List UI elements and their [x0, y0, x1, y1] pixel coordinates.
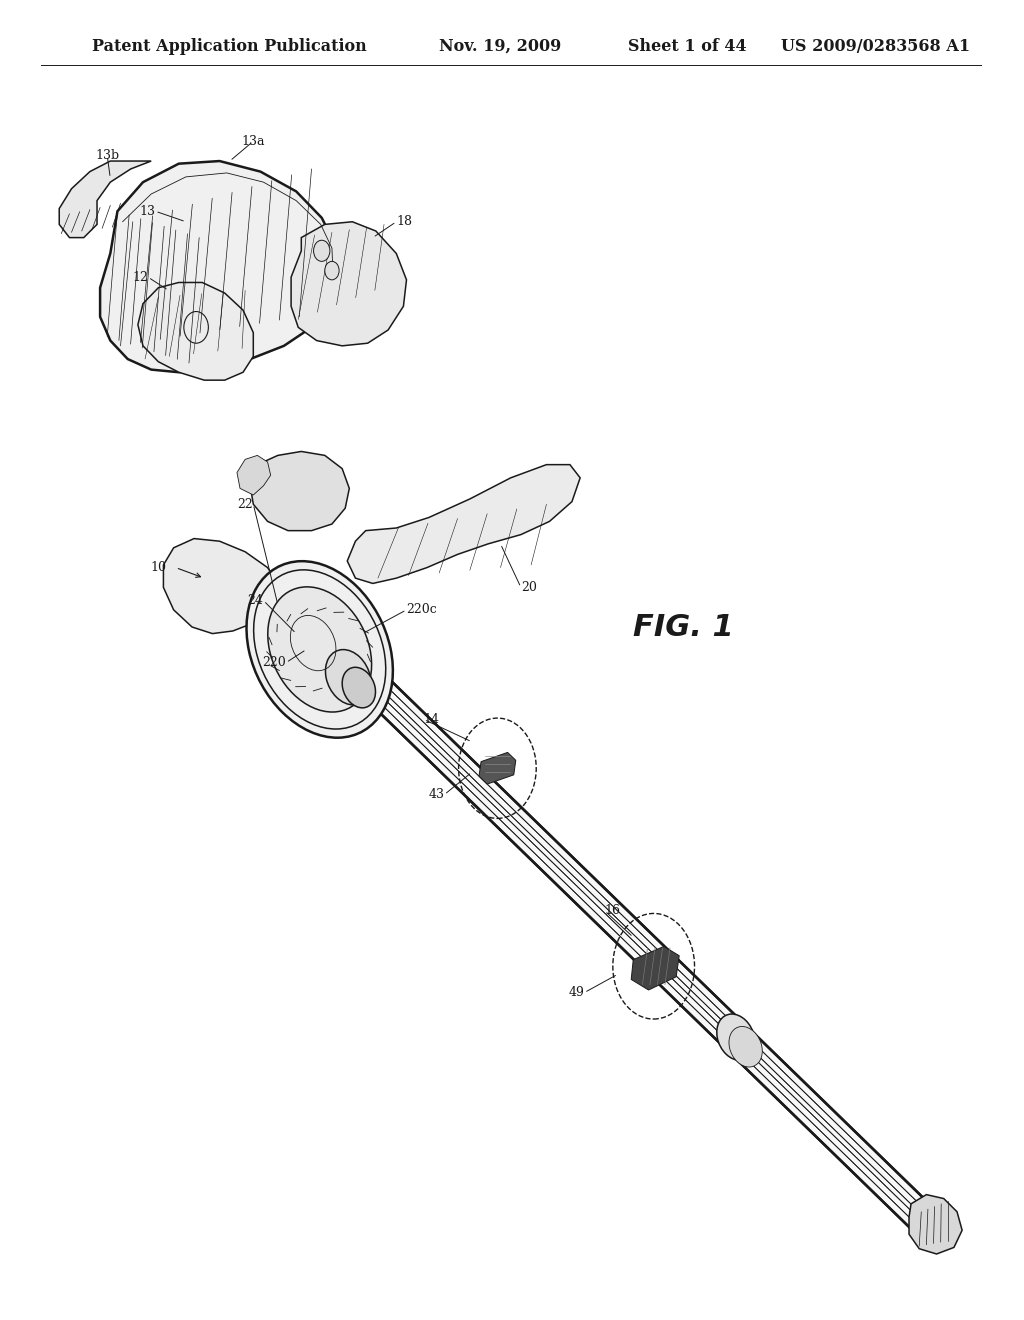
- Text: 20: 20: [521, 581, 537, 594]
- Circle shape: [313, 240, 330, 261]
- Text: 22: 22: [238, 498, 253, 511]
- Polygon shape: [479, 752, 516, 784]
- Polygon shape: [347, 465, 581, 583]
- Text: 49: 49: [568, 986, 585, 999]
- Text: 16: 16: [604, 904, 621, 917]
- Polygon shape: [138, 282, 253, 380]
- Polygon shape: [100, 161, 337, 372]
- Polygon shape: [305, 614, 942, 1243]
- Polygon shape: [291, 222, 407, 346]
- Polygon shape: [237, 455, 270, 495]
- Text: 10: 10: [151, 561, 167, 574]
- Ellipse shape: [342, 668, 376, 708]
- Circle shape: [325, 261, 339, 280]
- Ellipse shape: [717, 1014, 755, 1060]
- Text: FIG. 1: FIG. 1: [633, 612, 734, 642]
- Polygon shape: [59, 161, 152, 238]
- Text: US 2009/0283568 A1: US 2009/0283568 A1: [781, 38, 971, 54]
- Text: 13a: 13a: [242, 135, 265, 148]
- Polygon shape: [164, 539, 284, 634]
- Ellipse shape: [267, 587, 372, 711]
- Text: Patent Application Publication: Patent Application Publication: [92, 38, 367, 54]
- Polygon shape: [631, 946, 679, 990]
- Text: Sheet 1 of 44: Sheet 1 of 44: [628, 38, 746, 54]
- Text: 220: 220: [262, 656, 286, 669]
- Polygon shape: [250, 451, 349, 531]
- Polygon shape: [909, 1195, 963, 1254]
- Ellipse shape: [326, 649, 371, 705]
- Text: 13b: 13b: [95, 149, 120, 162]
- Text: 14: 14: [424, 713, 440, 726]
- Text: 18: 18: [396, 215, 413, 228]
- Ellipse shape: [247, 561, 393, 738]
- Text: 13: 13: [139, 205, 156, 218]
- Text: 220c: 220c: [407, 603, 437, 616]
- Text: 12: 12: [132, 271, 148, 284]
- Ellipse shape: [729, 1027, 762, 1067]
- Text: 43: 43: [428, 788, 444, 801]
- Text: Nov. 19, 2009: Nov. 19, 2009: [439, 38, 561, 54]
- Text: 24: 24: [248, 594, 263, 607]
